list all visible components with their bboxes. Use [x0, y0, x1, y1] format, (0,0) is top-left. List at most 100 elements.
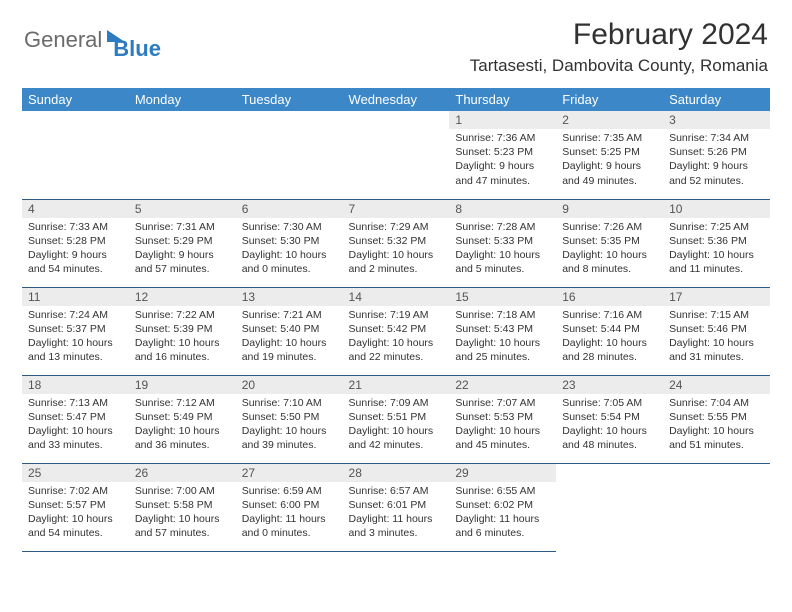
calendar-cell: 28Sunrise: 6:57 AMSunset: 6:01 PMDayligh… — [343, 463, 450, 551]
calendar-cell: 11Sunrise: 7:24 AMSunset: 5:37 PMDayligh… — [22, 287, 129, 375]
calendar-cell: 15Sunrise: 7:18 AMSunset: 5:43 PMDayligh… — [449, 287, 556, 375]
day-details: Sunrise: 7:19 AMSunset: 5:42 PMDaylight:… — [343, 306, 450, 369]
day-number: 23 — [556, 376, 663, 394]
day-number: 1 — [449, 111, 556, 129]
day-details: Sunrise: 7:04 AMSunset: 5:55 PMDaylight:… — [663, 394, 770, 457]
day-details: Sunrise: 7:25 AMSunset: 5:36 PMDaylight:… — [663, 218, 770, 281]
day-details: Sunrise: 7:24 AMSunset: 5:37 PMDaylight:… — [22, 306, 129, 369]
weekday-header: Wednesday — [343, 88, 450, 111]
day-number: 24 — [663, 376, 770, 394]
day-number: 25 — [22, 464, 129, 482]
calendar-cell — [236, 111, 343, 199]
logo-text-1: General — [24, 27, 102, 53]
calendar-cell: 8Sunrise: 7:28 AMSunset: 5:33 PMDaylight… — [449, 199, 556, 287]
day-number: 10 — [663, 200, 770, 218]
calendar-row: 4Sunrise: 7:33 AMSunset: 5:28 PMDaylight… — [22, 199, 770, 287]
day-details: Sunrise: 7:35 AMSunset: 5:25 PMDaylight:… — [556, 129, 663, 192]
day-number: 4 — [22, 200, 129, 218]
calendar-cell: 5Sunrise: 7:31 AMSunset: 5:29 PMDaylight… — [129, 199, 236, 287]
day-number: 2 — [556, 111, 663, 129]
calendar-cell: 29Sunrise: 6:55 AMSunset: 6:02 PMDayligh… — [449, 463, 556, 551]
calendar-cell: 16Sunrise: 7:16 AMSunset: 5:44 PMDayligh… — [556, 287, 663, 375]
day-details: Sunrise: 7:07 AMSunset: 5:53 PMDaylight:… — [449, 394, 556, 457]
day-details: Sunrise: 7:02 AMSunset: 5:57 PMDaylight:… — [22, 482, 129, 545]
calendar-cell: 24Sunrise: 7:04 AMSunset: 5:55 PMDayligh… — [663, 375, 770, 463]
day-details: Sunrise: 6:59 AMSunset: 6:00 PMDaylight:… — [236, 482, 343, 545]
day-number: 29 — [449, 464, 556, 482]
day-number: 16 — [556, 288, 663, 306]
day-details: Sunrise: 6:57 AMSunset: 6:01 PMDaylight:… — [343, 482, 450, 545]
weekday-header: Thursday — [449, 88, 556, 111]
day-number: 20 — [236, 376, 343, 394]
day-number: 27 — [236, 464, 343, 482]
day-number: 21 — [343, 376, 450, 394]
calendar-cell: 21Sunrise: 7:09 AMSunset: 5:51 PMDayligh… — [343, 375, 450, 463]
day-details: Sunrise: 7:10 AMSunset: 5:50 PMDaylight:… — [236, 394, 343, 457]
day-number: 11 — [22, 288, 129, 306]
logo: General Blue — [24, 18, 161, 62]
day-number: 28 — [343, 464, 450, 482]
day-details: Sunrise: 7:21 AMSunset: 5:40 PMDaylight:… — [236, 306, 343, 369]
day-details: Sunrise: 7:00 AMSunset: 5:58 PMDaylight:… — [129, 482, 236, 545]
weekday-header: Friday — [556, 88, 663, 111]
calendar-row: 18Sunrise: 7:13 AMSunset: 5:47 PMDayligh… — [22, 375, 770, 463]
calendar-cell: 4Sunrise: 7:33 AMSunset: 5:28 PMDaylight… — [22, 199, 129, 287]
day-number: 22 — [449, 376, 556, 394]
day-number: 15 — [449, 288, 556, 306]
day-number: 18 — [22, 376, 129, 394]
calendar-cell: 22Sunrise: 7:07 AMSunset: 5:53 PMDayligh… — [449, 375, 556, 463]
calendar-cell: 17Sunrise: 7:15 AMSunset: 5:46 PMDayligh… — [663, 287, 770, 375]
calendar-cell: 3Sunrise: 7:34 AMSunset: 5:26 PMDaylight… — [663, 111, 770, 199]
header: General Blue February 2024 Tartasesti, D… — [0, 0, 792, 80]
day-details: Sunrise: 7:12 AMSunset: 5:49 PMDaylight:… — [129, 394, 236, 457]
calendar-cell: 23Sunrise: 7:05 AMSunset: 5:54 PMDayligh… — [556, 375, 663, 463]
calendar-cell: 2Sunrise: 7:35 AMSunset: 5:25 PMDaylight… — [556, 111, 663, 199]
calendar-cell: 14Sunrise: 7:19 AMSunset: 5:42 PMDayligh… — [343, 287, 450, 375]
calendar-row: 25Sunrise: 7:02 AMSunset: 5:57 PMDayligh… — [22, 463, 770, 551]
weekday-header: Saturday — [663, 88, 770, 111]
day-number: 19 — [129, 376, 236, 394]
logo-triangle-icon — [107, 30, 125, 42]
calendar-cell: 19Sunrise: 7:12 AMSunset: 5:49 PMDayligh… — [129, 375, 236, 463]
calendar-cell: 13Sunrise: 7:21 AMSunset: 5:40 PMDayligh… — [236, 287, 343, 375]
calendar-cell — [22, 111, 129, 199]
calendar-container: SundayMondayTuesdayWednesdayThursdayFrid… — [0, 80, 792, 552]
calendar-cell — [343, 111, 450, 199]
month-title: February 2024 — [470, 18, 768, 52]
day-details: Sunrise: 7:34 AMSunset: 5:26 PMDaylight:… — [663, 129, 770, 192]
day-number: 3 — [663, 111, 770, 129]
day-details: Sunrise: 7:33 AMSunset: 5:28 PMDaylight:… — [22, 218, 129, 281]
weekday-header: Sunday — [22, 88, 129, 111]
title-block: February 2024 Tartasesti, Dambovita Coun… — [470, 18, 768, 76]
calendar-cell: 20Sunrise: 7:10 AMSunset: 5:50 PMDayligh… — [236, 375, 343, 463]
day-number: 13 — [236, 288, 343, 306]
calendar-cell: 25Sunrise: 7:02 AMSunset: 5:57 PMDayligh… — [22, 463, 129, 551]
calendar-cell — [129, 111, 236, 199]
weekday-header: Tuesday — [236, 88, 343, 111]
day-details: Sunrise: 7:30 AMSunset: 5:30 PMDaylight:… — [236, 218, 343, 281]
day-details: Sunrise: 7:15 AMSunset: 5:46 PMDaylight:… — [663, 306, 770, 369]
calendar-row: 11Sunrise: 7:24 AMSunset: 5:37 PMDayligh… — [22, 287, 770, 375]
day-details: Sunrise: 7:16 AMSunset: 5:44 PMDaylight:… — [556, 306, 663, 369]
calendar-cell: 18Sunrise: 7:13 AMSunset: 5:47 PMDayligh… — [22, 375, 129, 463]
calendar-cell: 27Sunrise: 6:59 AMSunset: 6:00 PMDayligh… — [236, 463, 343, 551]
calendar-cell: 7Sunrise: 7:29 AMSunset: 5:32 PMDaylight… — [343, 199, 450, 287]
day-details: Sunrise: 7:28 AMSunset: 5:33 PMDaylight:… — [449, 218, 556, 281]
day-details: Sunrise: 7:09 AMSunset: 5:51 PMDaylight:… — [343, 394, 450, 457]
day-number: 17 — [663, 288, 770, 306]
day-number: 8 — [449, 200, 556, 218]
day-number: 5 — [129, 200, 236, 218]
day-details: Sunrise: 7:18 AMSunset: 5:43 PMDaylight:… — [449, 306, 556, 369]
calendar-body: 1Sunrise: 7:36 AMSunset: 5:23 PMDaylight… — [22, 111, 770, 551]
calendar-head: SundayMondayTuesdayWednesdayThursdayFrid… — [22, 88, 770, 111]
day-details: Sunrise: 7:22 AMSunset: 5:39 PMDaylight:… — [129, 306, 236, 369]
calendar-cell — [663, 463, 770, 551]
day-details: Sunrise: 7:36 AMSunset: 5:23 PMDaylight:… — [449, 129, 556, 192]
day-details: Sunrise: 7:29 AMSunset: 5:32 PMDaylight:… — [343, 218, 450, 281]
day-number: 12 — [129, 288, 236, 306]
day-number: 14 — [343, 288, 450, 306]
calendar-cell: 1Sunrise: 7:36 AMSunset: 5:23 PMDaylight… — [449, 111, 556, 199]
calendar-cell: 9Sunrise: 7:26 AMSunset: 5:35 PMDaylight… — [556, 199, 663, 287]
calendar-cell: 10Sunrise: 7:25 AMSunset: 5:36 PMDayligh… — [663, 199, 770, 287]
calendar-cell — [556, 463, 663, 551]
